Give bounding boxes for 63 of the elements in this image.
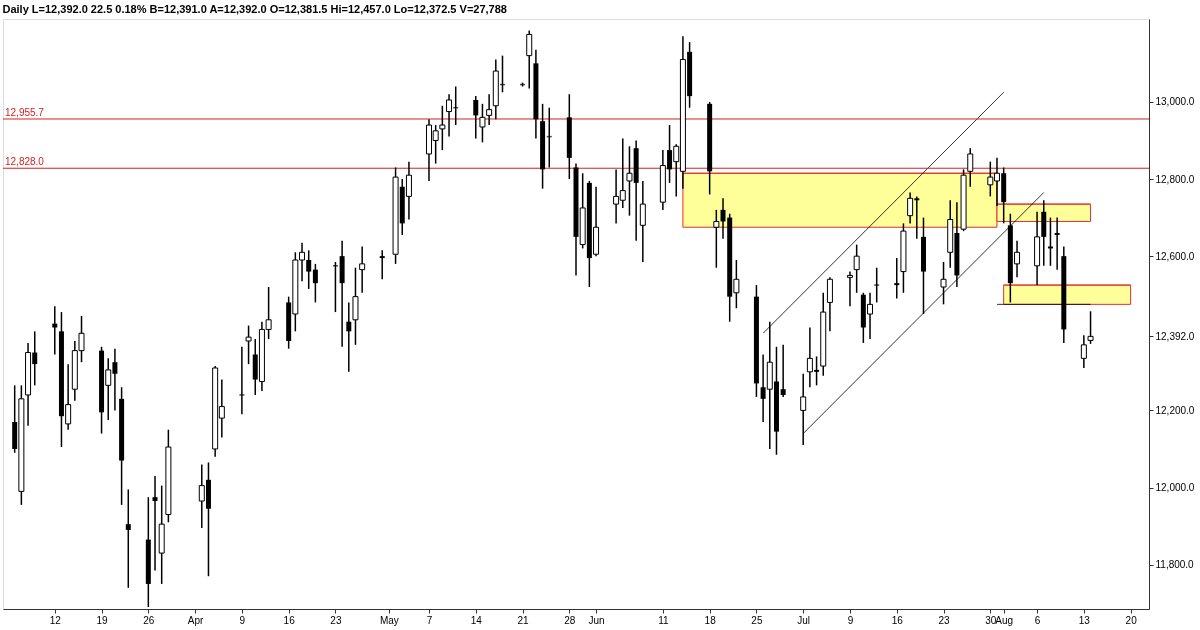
candlestick (125, 488, 131, 589)
candlestick (359, 245, 366, 294)
candlestick (713, 209, 720, 269)
x-tick-label: 9 (847, 614, 854, 626)
x-tick-label: Aug (995, 614, 1014, 626)
x-tick-label: 16 (283, 614, 296, 626)
candlestick (479, 103, 486, 144)
x-tick-label: 23 (330, 614, 342, 626)
candlestick (346, 301, 352, 373)
x-tick-label: 16 (891, 614, 904, 626)
x-tick-label: 18 (704, 614, 717, 626)
x-tick-label: 28 (564, 614, 576, 626)
candlestick (874, 266, 880, 304)
y-tick-label: 11,800.0 (1155, 559, 1195, 571)
x-tick-label: Jun (588, 614, 605, 626)
candlestick (826, 276, 833, 333)
candlestick (352, 266, 359, 346)
ref-line-label: 12,828.0 (5, 156, 45, 168)
candlestick (1080, 334, 1087, 369)
candlestick (780, 344, 786, 398)
x-tick-label: May (379, 614, 399, 626)
candlestick (379, 249, 385, 281)
candlestick (853, 243, 860, 294)
candlestick (940, 261, 947, 306)
candlestick (639, 180, 646, 263)
y-tick-label: 12,200.0 (1155, 404, 1195, 416)
y-tick-label: 12,000.0 (1155, 482, 1195, 494)
candlestick (439, 105, 446, 151)
candlestick (245, 324, 252, 365)
y-tick-label: 12,392.0 (1155, 330, 1195, 342)
x-tick-label: 9 (239, 614, 246, 626)
candlestick (332, 261, 338, 313)
x-tick-label: 30 (985, 614, 997, 626)
x-tick-label: 11 (658, 614, 669, 626)
candlestick (239, 346, 245, 416)
candlestick (526, 29, 533, 90)
x-tick-label: 7 (426, 614, 433, 626)
chart-title: Daily L=12,392.0 22.5 0.18% B=12,391.0 A=12,392.0 O=12,381.5 Hi=12,457.0 Lo=12,372.5 V=27,788 (2, 3, 507, 15)
x-tick-label: 23 (938, 614, 951, 626)
x-tick-label: 20 (1125, 614, 1138, 626)
candlestick (473, 95, 479, 140)
candlestick (846, 270, 853, 308)
x-tick-label: 14 (470, 614, 483, 626)
candlestick (486, 93, 493, 126)
candlestick (894, 257, 900, 300)
x-tick-label: 12 (49, 614, 62, 626)
candlestick (152, 475, 158, 572)
x-tick-label: 6 (1034, 614, 1041, 626)
x-tick-label: 19 (96, 614, 109, 626)
candlestick (1087, 310, 1094, 345)
x-tick-label: 13 (1078, 614, 1091, 626)
y-tick-label: 12,600.0 (1155, 250, 1195, 262)
x-tick-label: 21 (517, 614, 530, 626)
x-tick-label: 26 (143, 614, 155, 626)
x-tick-label: Jul (797, 614, 811, 626)
x-tick-label: 25 (751, 614, 763, 626)
y-tick-label: 12,800.0 (1155, 173, 1195, 185)
candlestick (967, 147, 974, 188)
candlestick (1054, 216, 1060, 271)
ref-line-label: 12,955.7 (5, 106, 45, 118)
y-tick-label: 13,000.0 (1155, 96, 1195, 108)
x-tick-label: Apr (187, 614, 205, 626)
candlestick (312, 263, 318, 304)
